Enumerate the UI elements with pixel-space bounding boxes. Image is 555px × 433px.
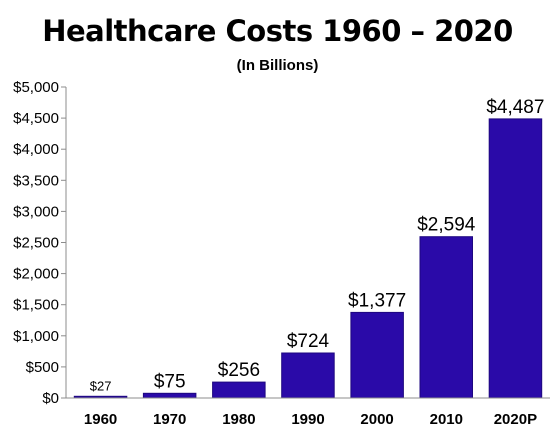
y-tick-label: $2,500 [13, 235, 59, 252]
x-tick-label: 1980 [222, 411, 255, 428]
data-label: $256 [218, 360, 260, 381]
y-tick-label: $1,500 [13, 297, 59, 314]
y-tick-label: $500 [26, 359, 59, 376]
chart-title: Healthcare Costs 1960 – 2020 [42, 14, 513, 48]
x-tick-label: 2020P [494, 411, 537, 428]
chart-subtitle: (In Billions) [236, 57, 319, 74]
x-tick-label: 1970 [153, 411, 186, 428]
x-tick-label: 2010 [430, 411, 463, 428]
x-tick-label: 1960 [84, 411, 117, 428]
x-tick-label: 1990 [291, 411, 324, 428]
data-label: $75 [154, 371, 186, 392]
y-tick-label: $0 [42, 390, 59, 407]
data-label: $4,487 [486, 97, 544, 118]
y-tick-label: $5,000 [13, 79, 59, 96]
bars [73, 118, 543, 399]
data-labels: $27 $75 $256 $724 $1,377 $2,594 $4,487 [90, 97, 545, 393]
bar-2020P [488, 118, 543, 399]
y-tick-label: $4,000 [13, 141, 59, 158]
data-label: $1,377 [348, 290, 406, 311]
bar-1970 [142, 392, 197, 399]
data-label: $27 [90, 378, 112, 393]
data-label: $724 [287, 331, 330, 352]
y-tick-label: $2,000 [13, 266, 59, 283]
y-tick-label: $1,000 [13, 328, 59, 345]
bar-1980 [212, 381, 266, 399]
y-tick-label: $3,500 [13, 172, 59, 189]
x-axis-ticks: 1960 1970 1980 1990 2000 2010 2020P [84, 411, 537, 428]
y-axis-ticks: $0 $500 $1,000 $1,500 $2,000 $2,500 $3,000 $3,5… [13, 79, 66, 407]
y-tick-label: $4,500 [13, 110, 59, 127]
bar-1990 [281, 352, 335, 399]
data-label: $2,594 [417, 215, 476, 236]
bar-2010 [419, 236, 473, 399]
x-tick-label: 2000 [360, 411, 393, 428]
bar-2000 [350, 311, 404, 399]
y-tick-label: $3,000 [13, 203, 59, 220]
